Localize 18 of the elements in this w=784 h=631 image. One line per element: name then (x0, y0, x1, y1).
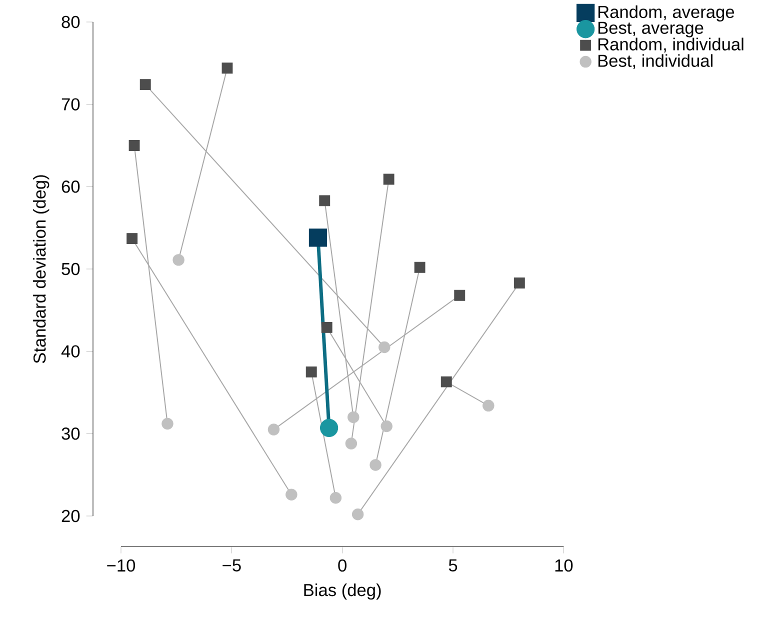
x-tick-label: 5 (448, 559, 458, 572)
y-tick-label: 60 (62, 180, 80, 193)
x-tick-label: −5 (222, 559, 241, 572)
x-tick-label: 0 (338, 559, 346, 572)
x-tick-label: 10 (555, 559, 573, 572)
legend-label: Best, individual (598, 54, 712, 69)
y-tick-label: 80 (62, 16, 80, 28)
y-tick-label: 40 (61, 345, 80, 358)
y-tick-label: 70 (62, 98, 80, 110)
legend-label: Random, individual (598, 38, 744, 52)
x-axis-title: Bias (deg) (304, 583, 381, 600)
legend-label: Best, average (598, 22, 704, 38)
y-axis-title: Standard deviation (deg) (33, 175, 50, 364)
y-tick-label: 30 (62, 428, 80, 440)
x-tick-label: −10 (107, 559, 136, 572)
y-tick-label: 50 (62, 262, 80, 276)
y-tick-label: 20 (62, 510, 80, 522)
legend-label: Random, average (598, 5, 734, 22)
